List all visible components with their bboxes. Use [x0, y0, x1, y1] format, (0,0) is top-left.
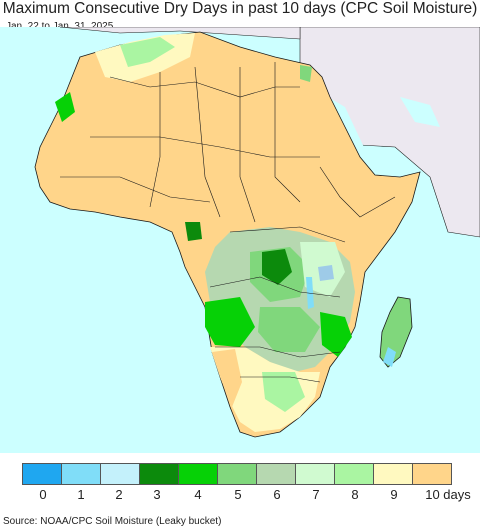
mediterranean-coast-europe — [59, 26, 301, 40]
nile-delta-green — [300, 65, 312, 82]
legend-swatch-2 — [101, 464, 140, 484]
congo-darkgreen — [262, 249, 292, 285]
legend-tick-6: 6 — [273, 487, 281, 502]
date-range-subtitle: Jan. 22 to Jan. 31, 2025 — [6, 21, 114, 32]
legend-tick-4: 4 — [194, 487, 202, 502]
madagascar-east-blue — [383, 347, 396, 367]
legend-tick-9: 9 — [390, 487, 398, 502]
legend-swatch-5 — [218, 464, 257, 484]
legend-swatch-6 — [257, 464, 296, 484]
namibia-dry — [212, 349, 242, 407]
africa-map — [0, 26, 480, 453]
source-note: Source: NOAA/CPC Soil Moisture (Leaky bu… — [3, 516, 222, 527]
maghreb-green-area — [120, 37, 175, 67]
legend-tick-10: 10 days — [425, 487, 471, 502]
lake-victoria-area — [318, 265, 334, 281]
legend-swatch-10 — [413, 464, 451, 484]
legend-swatch-8 — [335, 464, 374, 484]
legend-tick-2: 2 — [115, 487, 123, 502]
morocco-coast-green — [55, 92, 75, 122]
legend-swatch-7 — [296, 464, 335, 484]
legend-swatch-1 — [62, 464, 101, 484]
legend-swatch-3 — [140, 464, 179, 484]
legend-swatch-0 — [23, 464, 62, 484]
legend-panel: 0 1 2 3 4 5 6 7 8 9 10 days — [0, 453, 480, 513]
south-africa-green — [262, 372, 305, 412]
country-borders — [60, 62, 396, 383]
map-panel — [0, 26, 480, 453]
zambia-green — [258, 307, 320, 352]
angola-green — [205, 297, 255, 347]
legend-tick-3: 3 — [153, 487, 161, 502]
legend-tick-0: 0 — [39, 487, 47, 502]
gabon-green — [185, 222, 202, 241]
persian-gulf — [400, 97, 440, 127]
legend-tick-1: 1 — [77, 487, 85, 502]
legend-color-bar — [22, 463, 452, 485]
legend-tick-5: 5 — [234, 487, 242, 502]
legend-swatch-4 — [179, 464, 218, 484]
mozambique-green — [320, 312, 352, 357]
legend-swatch-9 — [374, 464, 413, 484]
legend-tick-7: 7 — [312, 487, 320, 502]
legend-tick-8: 8 — [351, 487, 359, 502]
map-title: Maximum Consecutive Dry Days in past 10 … — [2, 0, 478, 17]
